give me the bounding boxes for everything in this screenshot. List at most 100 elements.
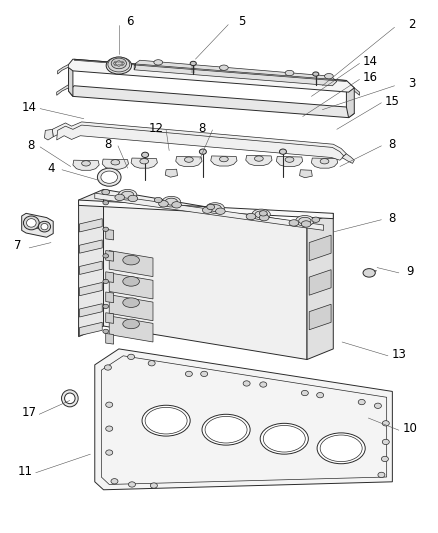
Ellipse shape xyxy=(120,64,123,66)
Ellipse shape xyxy=(263,425,304,452)
Polygon shape xyxy=(57,64,68,74)
Polygon shape xyxy=(78,200,332,219)
Ellipse shape xyxy=(120,61,123,63)
Ellipse shape xyxy=(97,168,121,186)
Polygon shape xyxy=(245,156,272,165)
Ellipse shape xyxy=(121,191,134,198)
Ellipse shape xyxy=(102,279,108,284)
Ellipse shape xyxy=(145,407,187,434)
Polygon shape xyxy=(106,272,113,282)
Text: 3: 3 xyxy=(407,77,415,90)
Ellipse shape xyxy=(171,201,181,208)
Ellipse shape xyxy=(201,414,250,445)
Ellipse shape xyxy=(285,157,293,163)
Ellipse shape xyxy=(259,382,266,387)
Polygon shape xyxy=(102,159,128,169)
Ellipse shape xyxy=(41,223,48,230)
Ellipse shape xyxy=(81,161,90,166)
Ellipse shape xyxy=(362,269,374,277)
Polygon shape xyxy=(106,251,113,261)
Text: 8: 8 xyxy=(28,139,35,152)
Polygon shape xyxy=(68,64,73,96)
Ellipse shape xyxy=(215,208,225,214)
Text: 8: 8 xyxy=(198,122,205,135)
Polygon shape xyxy=(175,157,201,166)
Ellipse shape xyxy=(381,456,388,462)
Polygon shape xyxy=(109,273,152,299)
Text: 16: 16 xyxy=(362,71,377,84)
Text: 2: 2 xyxy=(407,18,415,31)
Polygon shape xyxy=(106,334,113,344)
Polygon shape xyxy=(106,313,113,324)
Polygon shape xyxy=(109,295,152,321)
Text: 10: 10 xyxy=(402,422,417,435)
Ellipse shape xyxy=(298,217,310,224)
Ellipse shape xyxy=(202,207,212,213)
Polygon shape xyxy=(134,63,135,70)
Ellipse shape xyxy=(106,450,113,455)
Ellipse shape xyxy=(206,204,214,209)
Text: 14: 14 xyxy=(21,101,36,114)
Ellipse shape xyxy=(123,319,139,329)
Polygon shape xyxy=(67,59,353,92)
Ellipse shape xyxy=(102,227,108,231)
Ellipse shape xyxy=(185,371,192,376)
Polygon shape xyxy=(57,125,343,160)
Polygon shape xyxy=(131,158,157,168)
Ellipse shape xyxy=(205,203,224,213)
Polygon shape xyxy=(276,157,302,166)
Ellipse shape xyxy=(377,472,384,478)
Ellipse shape xyxy=(205,416,247,443)
Ellipse shape xyxy=(128,195,138,201)
Polygon shape xyxy=(103,189,306,360)
Ellipse shape xyxy=(316,392,323,398)
Text: 7: 7 xyxy=(14,239,22,252)
Ellipse shape xyxy=(374,403,381,408)
Ellipse shape xyxy=(165,198,177,205)
Ellipse shape xyxy=(111,479,118,484)
Ellipse shape xyxy=(219,157,228,162)
Ellipse shape xyxy=(142,405,190,436)
Polygon shape xyxy=(78,189,103,337)
Ellipse shape xyxy=(115,194,124,200)
Ellipse shape xyxy=(113,62,116,64)
Ellipse shape xyxy=(300,390,307,395)
Ellipse shape xyxy=(285,70,293,76)
Text: 6: 6 xyxy=(126,15,133,28)
Ellipse shape xyxy=(312,72,318,76)
Text: 15: 15 xyxy=(384,95,399,108)
Ellipse shape xyxy=(104,365,111,370)
Ellipse shape xyxy=(246,213,255,220)
Polygon shape xyxy=(68,86,353,118)
Ellipse shape xyxy=(106,57,131,74)
Ellipse shape xyxy=(311,217,319,222)
Polygon shape xyxy=(101,356,386,484)
Ellipse shape xyxy=(102,200,108,205)
Ellipse shape xyxy=(254,211,267,218)
Polygon shape xyxy=(106,229,113,240)
Ellipse shape xyxy=(101,171,117,183)
Polygon shape xyxy=(341,154,353,164)
Ellipse shape xyxy=(295,215,313,226)
Ellipse shape xyxy=(106,402,113,407)
Polygon shape xyxy=(299,169,311,177)
Ellipse shape xyxy=(158,200,168,207)
Ellipse shape xyxy=(64,393,75,403)
Polygon shape xyxy=(73,160,99,170)
Ellipse shape xyxy=(259,211,267,216)
Polygon shape xyxy=(308,270,330,295)
Polygon shape xyxy=(106,292,113,303)
Text: 8: 8 xyxy=(388,138,395,151)
Ellipse shape xyxy=(123,298,139,308)
Ellipse shape xyxy=(106,426,113,431)
Ellipse shape xyxy=(162,196,180,207)
Ellipse shape xyxy=(279,149,286,155)
Ellipse shape xyxy=(148,361,155,366)
Ellipse shape xyxy=(259,214,268,221)
Polygon shape xyxy=(79,261,102,274)
Ellipse shape xyxy=(381,421,389,426)
Ellipse shape xyxy=(254,156,263,161)
Ellipse shape xyxy=(260,423,307,454)
Ellipse shape xyxy=(111,58,126,69)
Polygon shape xyxy=(52,122,346,158)
